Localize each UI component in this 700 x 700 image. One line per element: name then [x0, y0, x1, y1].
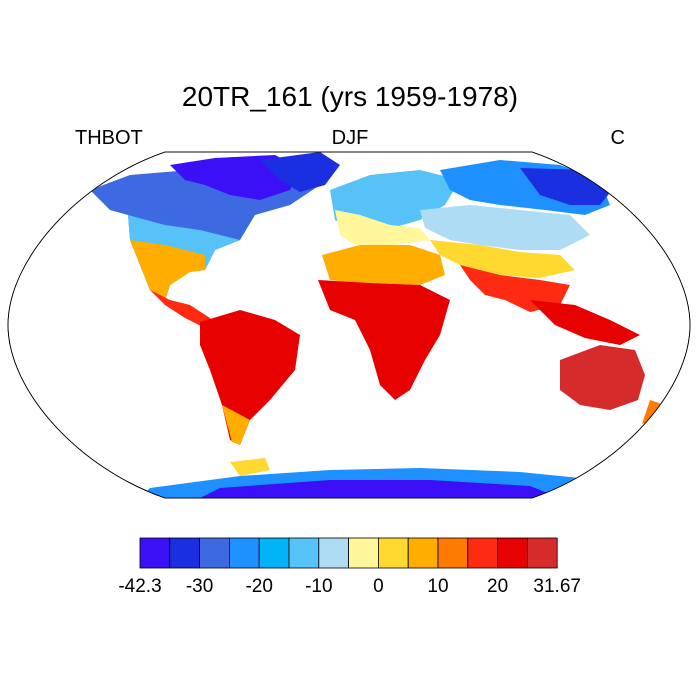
south-america-tip: [222, 405, 250, 445]
europe-south: [335, 210, 430, 245]
greenland: [260, 152, 340, 192]
central-asia: [420, 205, 590, 250]
land-fill: [90, 152, 665, 498]
plot-title: 20TR_161 (yrs 1959-1978): [181, 81, 519, 112]
antarctica-interior: [200, 480, 560, 498]
antarctica-coast: [230, 458, 270, 476]
north-america-warm: [130, 240, 205, 300]
africa: [318, 280, 450, 400]
central-america: [150, 290, 220, 330]
south-asia-north: [430, 240, 575, 278]
map-outline: [7, 151, 691, 499]
africa-north: [322, 245, 445, 285]
southeast-asia: [530, 300, 640, 345]
season-label: DJF: [331, 127, 369, 149]
south-asia: [460, 265, 570, 312]
australia: [560, 345, 645, 410]
variable-label: THBOT: [75, 127, 143, 149]
units-label: C: [610, 127, 625, 149]
